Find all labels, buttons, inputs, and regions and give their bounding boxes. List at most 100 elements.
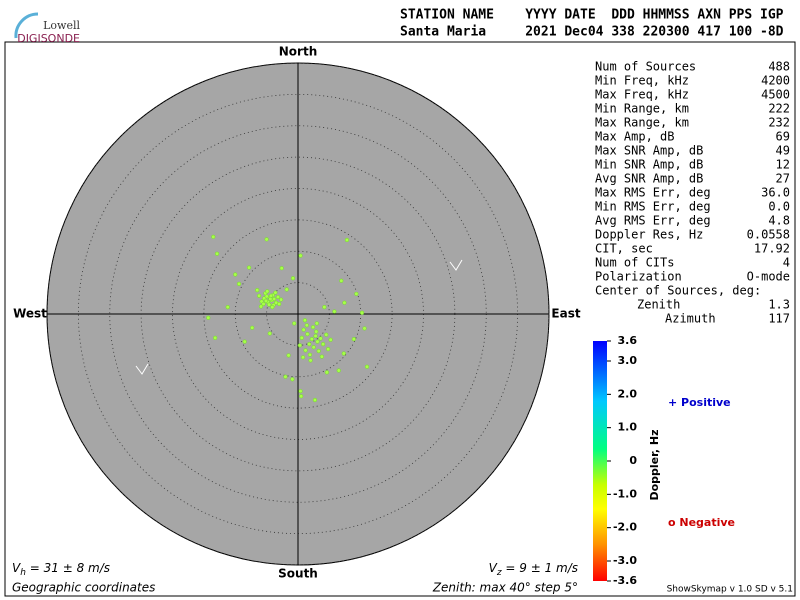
source-point [263, 298, 269, 303]
stat-label: CIT, sec [595, 242, 653, 256]
stat-label: Max Freq, kHz [595, 88, 689, 102]
header-line: STATION NAME YYYY DATE DDD HHMMSS AXN PP… [400, 8, 784, 23]
colorbar-tick-label: -3.6 [613, 574, 637, 587]
version-label: ShowSkymap v 1.0 SD v 5.1 [667, 585, 793, 595]
vz-value: = 9 ± 1 m/s [502, 561, 578, 575]
source-point [284, 287, 289, 292]
source-point [279, 266, 284, 271]
colorbar [593, 341, 607, 581]
source-point [290, 276, 296, 281]
vz-v: V [489, 561, 498, 575]
source-point [316, 348, 321, 354]
source-point [341, 351, 346, 356]
source-point [314, 329, 319, 334]
logo-arc [14, 12, 39, 39]
source-point [314, 321, 319, 326]
polar-plot [46, 62, 550, 566]
source-point [326, 347, 331, 352]
source-point [311, 345, 316, 350]
colorbar-tick-label: -3.0 [613, 554, 637, 567]
stat-label: Max Range, km [595, 116, 689, 130]
stat-label: Num of CITs [595, 256, 674, 270]
source-point [315, 339, 320, 344]
source-point [310, 325, 316, 330]
source-point [206, 315, 211, 320]
stat-value: 488 [768, 60, 790, 74]
source-point [305, 331, 310, 337]
colorbar-tick-label: 3.6 [618, 334, 638, 347]
source-point [273, 290, 278, 295]
source-point [298, 253, 303, 258]
colorbar-ticks: 3.6 3.0 2.0 1.0 0 -1.0 -2.0 -3.0 -3.6 [607, 334, 637, 587]
source-point [272, 296, 277, 302]
source-point [283, 374, 288, 379]
stat-value: 222 [768, 102, 790, 116]
source-point [312, 397, 318, 403]
stat-value: 36.0 [761, 186, 790, 200]
source-point [258, 304, 264, 309]
stat-label: Center of Sources, deg: [595, 284, 761, 298]
source-point [286, 353, 291, 358]
source-point [354, 291, 359, 297]
stat-value: 4500 [761, 88, 790, 102]
stat-value: O-mode [747, 270, 790, 284]
source-point [277, 301, 282, 307]
stats-table: Num of Sources 488 Min Freq, kHz 4200 Max Fr… [595, 60, 790, 326]
source-point [290, 377, 295, 382]
source-point [307, 342, 312, 347]
source-point [319, 354, 324, 359]
source-point [344, 237, 350, 243]
source-point [261, 301, 266, 307]
source-point [213, 335, 218, 340]
source-point [292, 321, 297, 326]
colorbar-tick-label: -1.0 [613, 487, 637, 500]
frame [4, 41, 796, 597]
source-point [225, 304, 230, 310]
stat-label: Num of Sources [595, 60, 696, 74]
source-point [264, 237, 269, 242]
zenith-label: Zenith: max 40° step 5° [432, 581, 578, 595]
source-point [339, 278, 344, 283]
colorbar-tick-label: 3.0 [618, 354, 638, 367]
source-point [351, 337, 356, 342]
source-point [265, 289, 270, 294]
source-point [301, 327, 306, 332]
stat-value: 4200 [761, 74, 790, 88]
stat-label: Min Range, km [595, 102, 689, 116]
source-point [307, 352, 313, 357]
colorbar-tick-label: 1.0 [618, 421, 638, 434]
stat-label: Azimuth [665, 312, 716, 326]
stat-label: Max RMS Err, deg [595, 186, 711, 200]
logo-bottom: DIGISONDE [17, 32, 80, 45]
direction-label: South [278, 567, 318, 581]
source-point [278, 297, 284, 302]
stat-value: 4.8 [768, 214, 790, 228]
stat-label: Polarization [595, 270, 682, 284]
colorbar-label: Doppler, Hz [648, 429, 661, 500]
direction-label: West [13, 307, 47, 321]
stat-label: Zenith [637, 298, 680, 312]
stat-value: 0.0558 [747, 228, 790, 242]
source-point [298, 389, 303, 394]
source-point [328, 337, 333, 342]
legend-positive: + Positive [668, 396, 731, 409]
source-point [236, 281, 242, 286]
stat-value: 49 [776, 144, 790, 158]
vh-v: V [12, 561, 21, 575]
source-point [299, 394, 304, 399]
legend-negative: o Negative [668, 516, 735, 529]
source-point [256, 293, 262, 298]
source-point [270, 304, 275, 310]
source-point [302, 318, 308, 323]
stat-value: 232 [768, 116, 790, 130]
source-point [211, 234, 216, 239]
source-point [297, 343, 302, 348]
direction-label: East [551, 307, 580, 321]
source-point [321, 342, 326, 347]
source-point [233, 272, 238, 277]
stat-label: Min SNR Amp, dB [595, 158, 703, 172]
stat-value: 12 [776, 158, 790, 172]
stat-label: Avg RMS Err, deg [595, 214, 711, 228]
coords-label: Geographic coordinates [12, 581, 155, 595]
stat-value: 27 [776, 172, 790, 186]
